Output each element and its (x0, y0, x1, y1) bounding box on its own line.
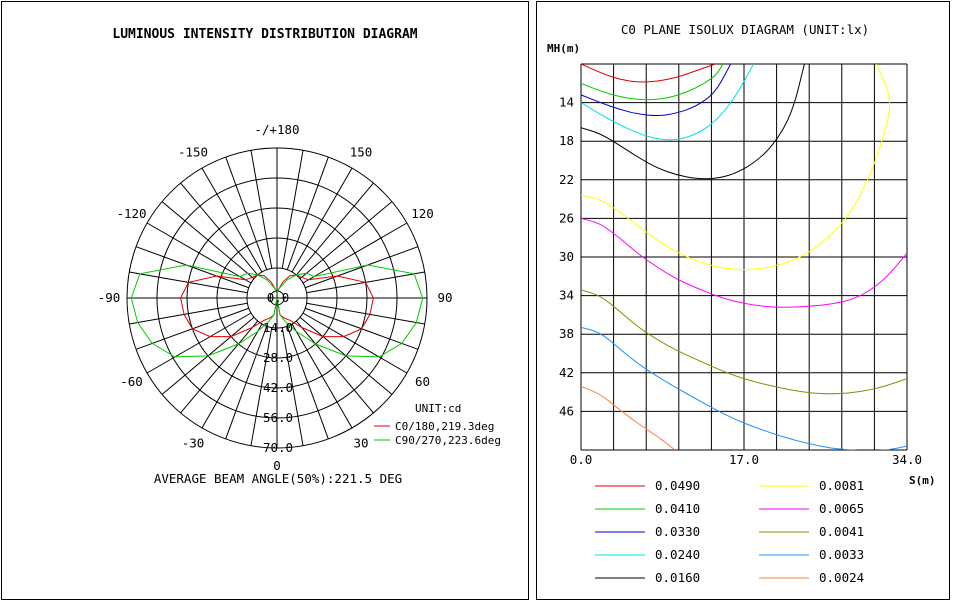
beam-angle-label: AVERAGE BEAM ANGLE(50%):221.5 DEG (154, 471, 402, 486)
polar-angle-label: -90 (98, 290, 121, 305)
isolux-x-tick: 17.0 (729, 452, 759, 467)
isolux-grid (580, 63, 908, 451)
isolux-legend-label: 0.0041 (819, 524, 864, 539)
isolux-legend: 0.0490 0.0410 0.0330 0.0240 0.0160 0.0081 0.00… (595, 478, 864, 585)
isolux-y-tick: 30 (559, 249, 574, 264)
polar-spoke (302, 312, 408, 374)
isolux-y-tick: 46 (559, 403, 574, 418)
isolux-x-tick: 34.0 (892, 452, 922, 467)
isolux-y-tick: 38 (559, 326, 574, 341)
polar-spoke (225, 156, 268, 270)
polar-angle-label: 60 (415, 374, 430, 389)
polar-spoke (299, 201, 393, 280)
polar-spoke (250, 327, 273, 446)
isolux-contour-6 (581, 217, 907, 308)
isolux-legend-label: 0.0410 (655, 501, 700, 516)
polar-spoke (180, 320, 259, 414)
polar-radial-label: 42.0 (263, 380, 293, 395)
polar-angle-label: -30 (182, 435, 205, 450)
polar-grid (126, 147, 428, 449)
isolux-contour-1 (581, 64, 724, 101)
isolux-legend-label: 0.0490 (655, 478, 700, 493)
isolux-contour-group (581, 64, 907, 450)
polar-spoke (180, 182, 259, 276)
isolux-x-tick: 0.0 (570, 452, 593, 467)
polar-angle-label: 150 (350, 145, 373, 160)
isolux-contour-2 (581, 64, 732, 117)
polar-spoke (146, 312, 252, 374)
isolux-contour-8 (581, 326, 907, 450)
legend-label-c90: C90/270,223.6deg (395, 434, 501, 447)
legend-label-c0: C0/180,219.3deg (395, 420, 494, 433)
polar-spoke (295, 182, 374, 276)
isolux-legend-label: 0.0033 (819, 547, 864, 562)
isolux-y-tick: 22 (559, 172, 574, 187)
polar-radial-label: 70.0 (263, 440, 293, 455)
isolux-y-tick: 18 (559, 133, 574, 148)
isolux-legend-label: 0.0240 (655, 547, 700, 562)
isolux-legend-label: 0.0065 (819, 501, 864, 516)
isolux-legend-label: 0.0160 (655, 570, 700, 585)
polar-spoke (129, 302, 248, 325)
isolux-y-tick: 34 (559, 288, 574, 303)
polar-spoke (225, 326, 268, 440)
x-axis-label: S(m) (909, 474, 936, 487)
isolux-title: C0 PLANE ISOLUX DIAGRAM (UNIT:lx) (621, 22, 869, 37)
polar-radial-label: 56.0 (263, 410, 293, 425)
isolux-y-tick: 42 (559, 365, 574, 380)
polar-spoke (201, 167, 263, 273)
polar-chart: LUMINOUS INTENSITY DISTRIBUTION DIAGRAM … (98, 27, 501, 486)
polar-spoke (302, 222, 408, 284)
polar-series (130, 264, 424, 358)
polar-radial-label: 14.0 (263, 320, 293, 335)
polar-spoke (286, 156, 329, 270)
polar-title: LUMINOUS INTENSITY DISTRIBUTION DIAGRAM (112, 27, 417, 42)
isolux-contours (581, 64, 907, 450)
polar-chart-panel: LUMINOUS INTENSITY DISTRIBUTION DIAGRAM … (1, 1, 529, 600)
y-axis-label: MH(m) (547, 42, 580, 55)
polar-radial-label: 0.0 (267, 290, 290, 305)
isolux-legend-label: 0.0024 (819, 570, 864, 585)
polar-spoke (306, 302, 425, 325)
polar-spoke (201, 323, 263, 429)
isolux-legend-label: 0.0330 (655, 524, 700, 539)
polar-angle-label: -/+180 (254, 122, 299, 137)
polar-spoke (305, 246, 419, 289)
isolux-ticks: 14 18 22 26 30 34 38 42 46 0.0 17.0 34.0 (559, 95, 922, 467)
polar-spoke (291, 323, 353, 429)
polar-spoke (250, 150, 273, 269)
isolux-contour-0 (581, 64, 716, 83)
polar-unit-label: UNIT:cd (415, 402, 461, 415)
polar-angle-label: -150 (178, 145, 208, 160)
polar-angle-label: 0 (273, 458, 281, 473)
polar-angle-label: 90 (437, 290, 452, 305)
isolux-chart-panel: C0 PLANE ISOLUX DIAGRAM (UNIT:lx) MH(m) … (536, 1, 950, 600)
polar-spoke (161, 201, 255, 280)
polar-angle-label: 30 (353, 435, 368, 450)
polar-series-1 (130, 264, 424, 358)
polar-angle-labels: -/+180 150 120 90 60 30 0 -30 -60 -90 -120 -150 (98, 122, 453, 473)
polar-spoke (281, 327, 304, 446)
isolux-contour-7 (581, 289, 907, 395)
polar-angle-label: 120 (411, 206, 434, 221)
polar-spoke (135, 246, 249, 289)
polar-angle-label: -60 (120, 374, 143, 389)
isolux-contour-3 (581, 64, 755, 141)
isolux-contour-4 (581, 64, 805, 180)
isolux-y-tick: 26 (559, 210, 574, 225)
polar-spoke (146, 222, 252, 284)
polar-radial-labels: 0.0 14.0 28.0 42.0 56.0 70.0 (263, 290, 293, 455)
polar-radial-label: 28.0 (263, 350, 293, 365)
isolux-y-tick: 14 (559, 95, 574, 110)
isolux-contour-9 (581, 385, 676, 450)
isolux-chart: C0 PLANE ISOLUX DIAGRAM (UNIT:lx) MH(m) … (547, 22, 936, 585)
polar-spoke (281, 150, 304, 269)
polar-spoke (286, 326, 329, 440)
isolux-legend-label: 0.0081 (819, 478, 864, 493)
isolux-contour-5 (581, 64, 891, 271)
polar-angle-label: -120 (116, 206, 146, 221)
polar-spoke (291, 167, 353, 273)
polar-spoke (295, 320, 374, 414)
